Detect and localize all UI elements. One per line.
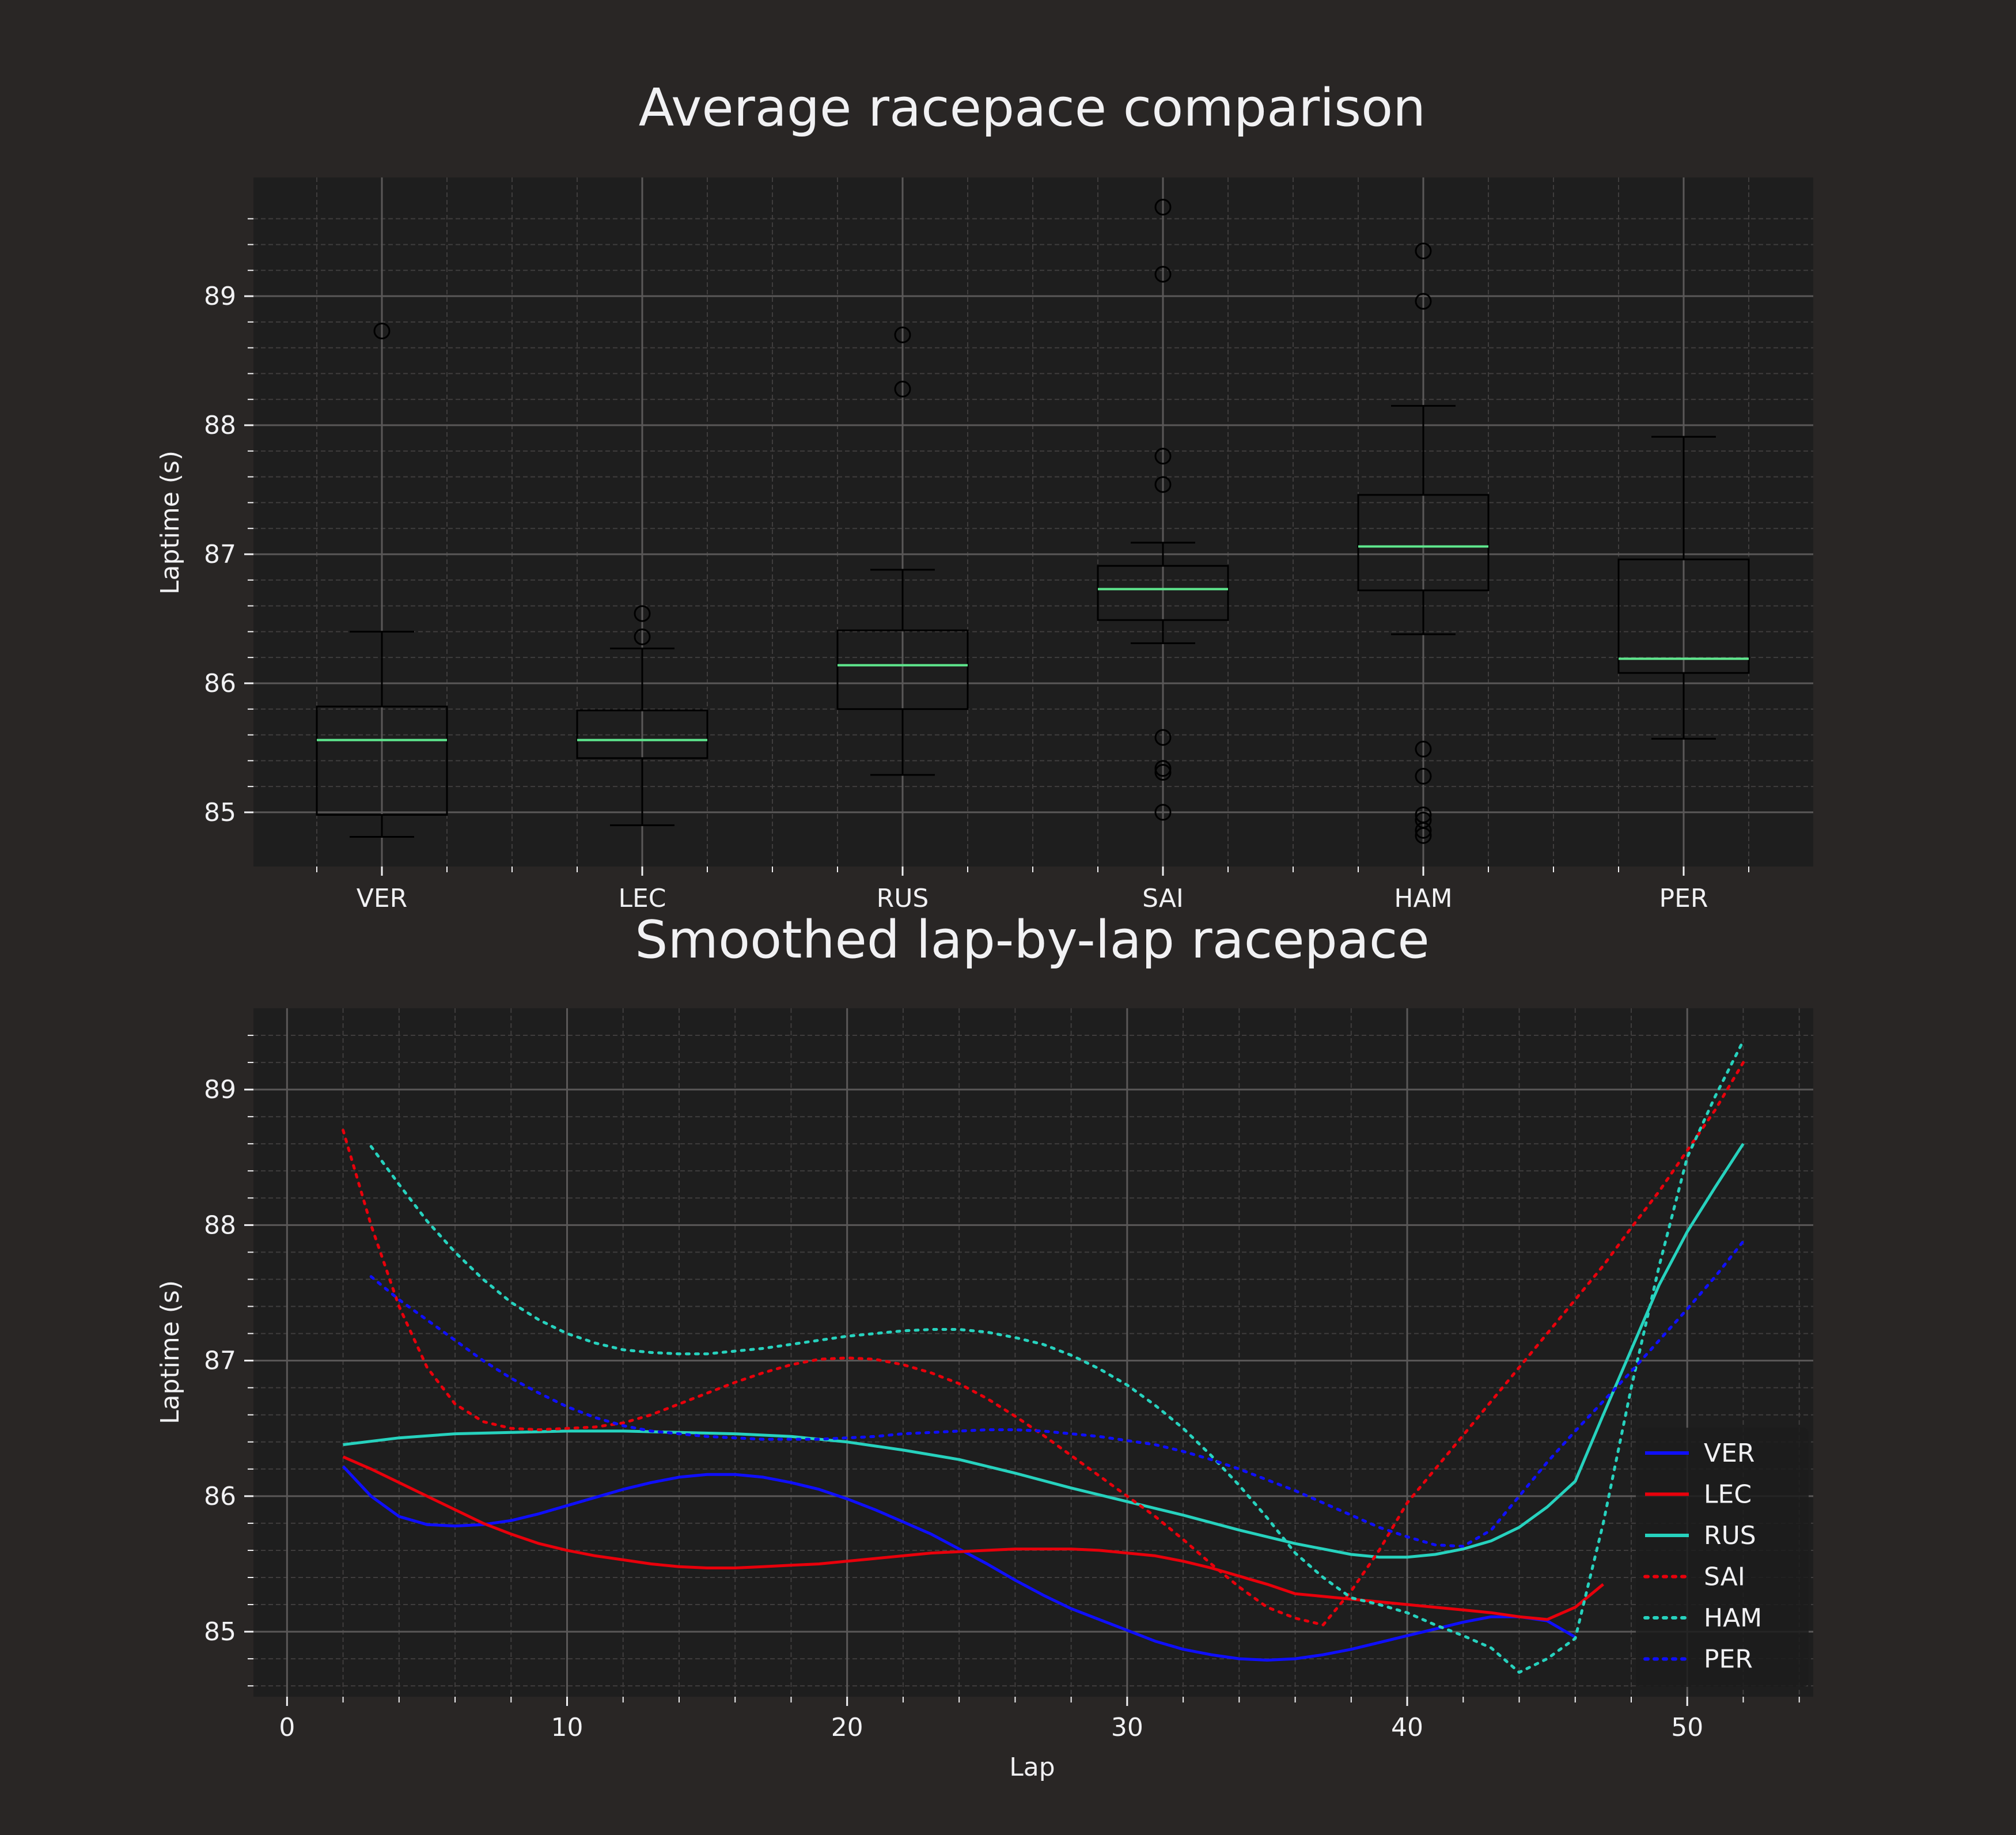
outlier-point (1154, 266, 1172, 283)
y-tick-label: 87 (204, 540, 236, 569)
legend: VER LEC RUS SAI HAM PER (1636, 1428, 1809, 1687)
x-tick-label: 40 (1391, 1713, 1423, 1742)
series-line-ham (369, 1039, 1745, 1674)
outlier-point (1154, 760, 1172, 777)
x-tick-label: LEC (618, 884, 666, 913)
line-plot-title: Smoothed lap-by-lap racepace (635, 910, 1429, 970)
y-tick-label: 89 (204, 1075, 236, 1104)
x-tick-label: 10 (551, 1713, 583, 1742)
x-tick-label: PER (1659, 884, 1708, 913)
box-plot-y-axis-label: Laptime (s) (156, 451, 185, 595)
outlier-point (1154, 804, 1172, 821)
box-lec (576, 605, 708, 826)
x-tick-label: 30 (1111, 1713, 1143, 1742)
outlier-point (634, 628, 651, 645)
line-plot-background (253, 1008, 1813, 1697)
outlier-point (894, 326, 911, 343)
legend-label-per: PER (1704, 1645, 1753, 1674)
legend-label-lec: LEC (1704, 1480, 1752, 1509)
x-tick-label: 0 (279, 1713, 295, 1742)
y-tick-label: 86 (204, 669, 236, 698)
outlier-point (1154, 448, 1172, 465)
box-ver (316, 323, 448, 838)
outlier-point (373, 323, 391, 340)
x-tick-label: 50 (1671, 1713, 1703, 1742)
iqr-box (316, 705, 448, 816)
outlier-point (1415, 767, 1432, 785)
y-tick-label: 89 (204, 282, 236, 311)
x-tick-label: RUS (877, 884, 929, 913)
iqr-box (1357, 494, 1490, 592)
line-plot-x-axis-label: Lap (1009, 1753, 1055, 1782)
y-tick-label: 86 (204, 1482, 236, 1511)
x-tick-label: VER (357, 884, 407, 913)
outlier-point (1154, 729, 1172, 746)
series-line-ver (342, 1465, 1577, 1662)
outlier-point (894, 380, 911, 398)
iqr-box (1617, 558, 1750, 674)
y-tick-label: 85 (204, 798, 236, 827)
x-tick-label: 20 (831, 1713, 863, 1742)
y-tick-label: 88 (204, 411, 236, 440)
series-line-per (369, 1240, 1745, 1548)
iqr-box (576, 709, 708, 759)
box-plot-title: Average racepace comparison (639, 78, 1426, 138)
iqr-box (1097, 565, 1229, 621)
outlier-point (634, 605, 651, 622)
line-plot-area: 85 86 87 88 89 0 10 20 30 40 50 (204, 1008, 1813, 1742)
box-plot-area: 85 86 87 88 89 VER LEC RUS SAI HAM PER (204, 177, 1813, 913)
y-tick-label: 85 (204, 1617, 236, 1647)
outlier-point (1154, 764, 1172, 781)
legend-label-ver: VER (1704, 1439, 1754, 1468)
series-line-lec (342, 1455, 1604, 1621)
box-ham (1357, 243, 1490, 844)
outlier-point (1415, 811, 1432, 828)
box-plot-panel: Average racepace comparison Laptime (s) … (156, 78, 1813, 913)
outlier-point (1154, 476, 1172, 493)
line-plot-panel: Smoothed lap-by-lap racepace Laptime (s)… (156, 910, 1813, 1782)
y-tick-label: 87 (204, 1346, 236, 1376)
outlier-point (1415, 806, 1432, 823)
legend-label-rus: RUS (1704, 1521, 1756, 1550)
outlier-point (1415, 740, 1432, 758)
box-sai (1097, 199, 1229, 821)
x-tick-label: HAM (1394, 884, 1452, 913)
outlier-point (1154, 199, 1172, 216)
outlier-point (1415, 243, 1432, 260)
iqr-box (836, 629, 969, 710)
box-per (1617, 436, 1750, 740)
legend-label-ham: HAM (1704, 1603, 1762, 1633)
outlier-point (1415, 293, 1432, 310)
series-line-sai (342, 1061, 1745, 1626)
legend-label-sai: SAI (1704, 1562, 1745, 1592)
y-tick-label: 88 (204, 1210, 236, 1240)
line-plot-y-axis-label: Laptime (s) (156, 1280, 185, 1424)
box-rus (836, 326, 969, 776)
x-tick-label: SAI (1142, 884, 1184, 913)
